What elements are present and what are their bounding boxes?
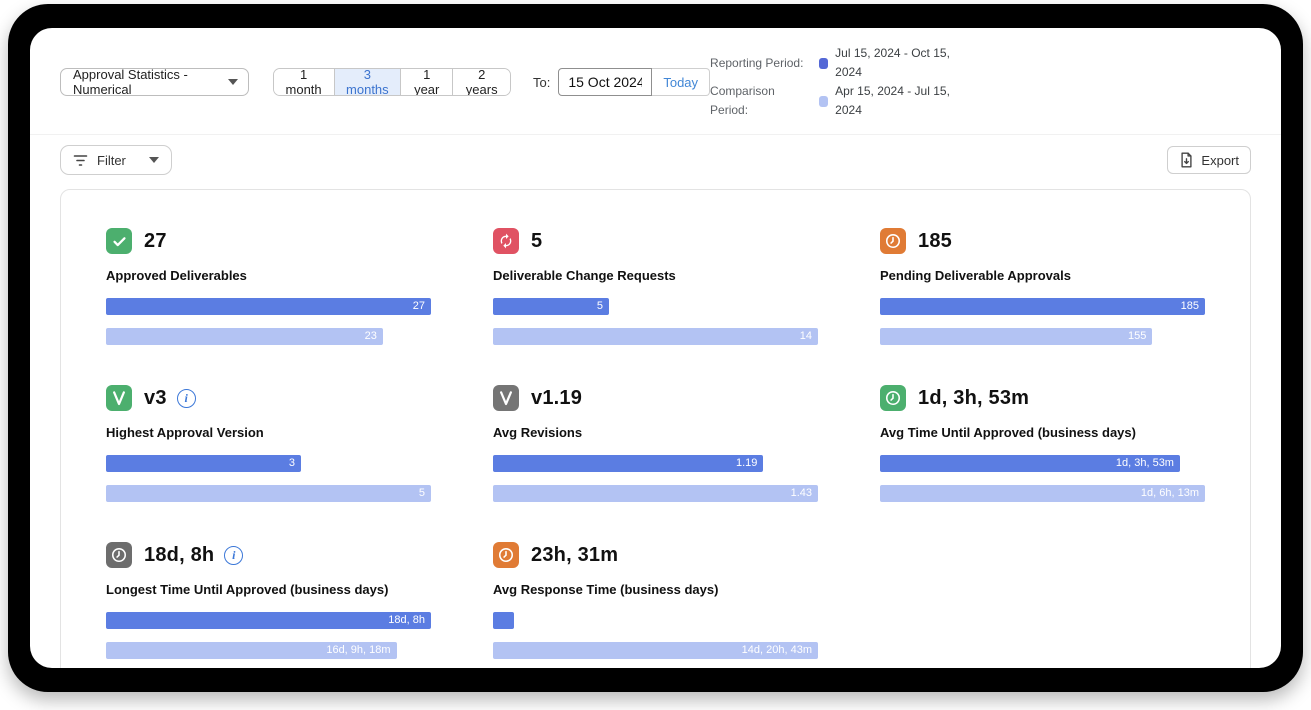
check-icon: [106, 228, 132, 254]
app-screen: Approval Statistics - Numerical 1 month …: [30, 28, 1281, 668]
reporting-bar: 1.19: [493, 455, 764, 472]
comparison-bar: 16d, 9h, 18m: [106, 642, 397, 659]
to-date-group: To: Today: [533, 68, 711, 96]
range-button-1-year[interactable]: 1 year: [401, 69, 454, 95]
info-icon[interactable]: i: [176, 388, 196, 408]
clock-icon: [106, 542, 132, 568]
export-label: Export: [1201, 152, 1239, 168]
stat-value: 23h, 31m: [531, 543, 619, 566]
stat-label: Approved Deliverables: [106, 268, 247, 283]
tile-deliverable-change-requests: 5i Deliverable Change Requests 5 14: [493, 228, 818, 345]
reporting-period-label: Reporting Period:: [710, 55, 804, 70]
comparison-bar: 155: [880, 328, 1153, 345]
reporting-bar: [493, 612, 515, 629]
reporting-bar: 3: [106, 455, 301, 472]
stat-value: 18d, 8h: [144, 543, 215, 566]
reporting-period-value: Jul 15, 2024 - Oct 15, 2024: [835, 46, 950, 79]
clock-icon: [880, 385, 906, 411]
range-button-1-month[interactable]: 1 month: [273, 69, 335, 95]
stat-value: 5: [531, 229, 543, 252]
export-icon: [1179, 152, 1194, 168]
chevron-down-icon: [148, 157, 159, 163]
tile-longest-time-until-approved: 18d, 8h i Longest Time Until Approved (bu…: [106, 542, 431, 659]
filter-icon: [73, 154, 88, 167]
stat-value: 27: [144, 229, 167, 252]
comparison-period-label: Comparison Period:: [710, 84, 775, 117]
reporting-period-row: Reporting Period: Jul 15, 2024 - Oct 15,…: [710, 44, 961, 82]
today-button[interactable]: Today: [652, 68, 711, 96]
stat-label: Avg Revisions: [493, 425, 583, 440]
clock-icon: [880, 228, 906, 254]
report-type-select[interactable]: Approval Statistics - Numerical: [60, 67, 249, 97]
stats-grid: 27i Approved Deliverables 27 23 5i Deliv…: [106, 228, 1205, 659]
comparison-period-value: Apr 15, 2024 - Jul 15, 2024: [835, 84, 950, 117]
tile-avg-revisions: v1.19i Avg Revisions 1.19 1.43: [493, 385, 818, 502]
export-button[interactable]: Export: [1167, 146, 1251, 174]
empty-grid-cell: [880, 542, 1205, 659]
end-date-input[interactable]: [558, 68, 653, 96]
info-icon[interactable]: i: [224, 545, 244, 565]
refresh-icon: [493, 228, 519, 254]
comparison-period-row: Comparison Period: Apr 15, 2024 - Jul 15…: [710, 82, 961, 120]
chevron-down-icon: [227, 79, 238, 85]
range-button-3-months[interactable]: 3 months: [334, 69, 402, 95]
comparison-bar: 14d, 20h, 43m: [493, 642, 818, 659]
stat-label: Highest Approval Version: [106, 425, 264, 440]
reporting-period-swatch: [818, 57, 829, 69]
period-legend: Reporting Period: Jul 15, 2024 - Oct 15,…: [710, 44, 961, 120]
stat-label: Longest Time Until Approved (business da…: [106, 582, 389, 597]
stat-value: v3: [144, 386, 167, 409]
reporting-bar: 18d, 8h: [106, 612, 431, 629]
stat-value: 185: [918, 229, 952, 252]
top-toolbar: Approval Statistics - Numerical 1 month …: [30, 28, 1281, 135]
filter-button[interactable]: Filter: [60, 145, 172, 175]
comparison-bar: 5: [106, 485, 431, 502]
filter-label: Filter: [97, 152, 126, 168]
secondary-toolbar: Filter Export: [30, 135, 1281, 175]
comparison-period-swatch: [818, 95, 829, 107]
version-icon: [106, 385, 132, 411]
stats-card: 27i Approved Deliverables 27 23 5i Deliv…: [60, 189, 1251, 668]
version-icon: [493, 385, 519, 411]
window-frame: Approval Statistics - Numerical 1 month …: [8, 4, 1303, 692]
clock-icon: [493, 542, 519, 568]
stat-label: Avg Response Time (business days): [493, 582, 719, 597]
stat-value: v1.19: [531, 386, 583, 409]
comparison-bar: 1.43: [493, 485, 818, 502]
range-segmented-control: 1 month 3 months 1 year 2 years: [272, 68, 511, 96]
stat-label: Avg Time Until Approved (business days): [880, 425, 1136, 440]
tile-pending-deliverable-approvals: 185i Pending Deliverable Approvals 185 1…: [880, 228, 1205, 345]
tile-approved-deliverables: 27i Approved Deliverables 27 23: [106, 228, 431, 345]
comparison-bar: 14: [493, 328, 818, 345]
to-label: To:: [533, 74, 551, 90]
range-button-2-years[interactable]: 2 years: [453, 69, 510, 95]
stat-label: Pending Deliverable Approvals: [880, 268, 1071, 283]
reporting-bar: 27: [106, 298, 431, 315]
comparison-bar: 1d, 6h, 13m: [880, 485, 1205, 502]
reporting-bar: 185: [880, 298, 1205, 315]
tile-highest-approval-version: v3 i Highest Approval Version 3 5: [106, 385, 431, 502]
reporting-bar: 1d, 3h, 53m: [880, 455, 1180, 472]
stat-value: 1d, 3h, 53m: [918, 386, 1030, 409]
report-type-value: Approval Statistics - Numerical: [73, 67, 188, 97]
tile-avg-time-until-approved: 1d, 3h, 53mi Avg Time Until Approved (bu…: [880, 385, 1205, 502]
comparison-bar: 23: [106, 328, 383, 345]
tile-avg-response-time: 23h, 31mi Avg Response Time (business da…: [493, 542, 818, 659]
stat-label: Deliverable Change Requests: [493, 268, 676, 283]
reporting-bar: 5: [493, 298, 610, 315]
